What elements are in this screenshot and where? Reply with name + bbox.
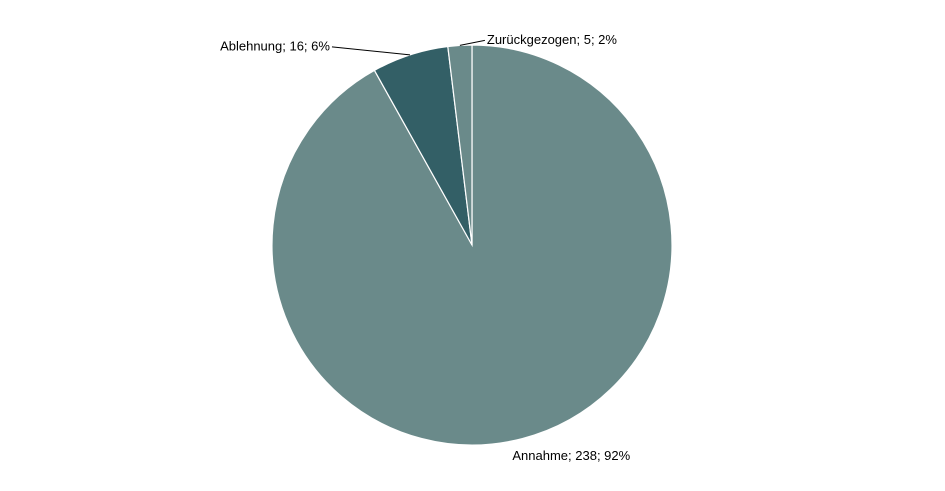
leader-line <box>331 46 411 56</box>
pie-slice <box>447 44 473 246</box>
data-label: Annahme; 238; 92% <box>512 448 630 463</box>
leader-line <box>459 39 485 46</box>
data-label: Ablehnung; 16; 6% <box>220 38 330 53</box>
data-label: Zurückgezogen; 5; 2% <box>487 32 618 47</box>
